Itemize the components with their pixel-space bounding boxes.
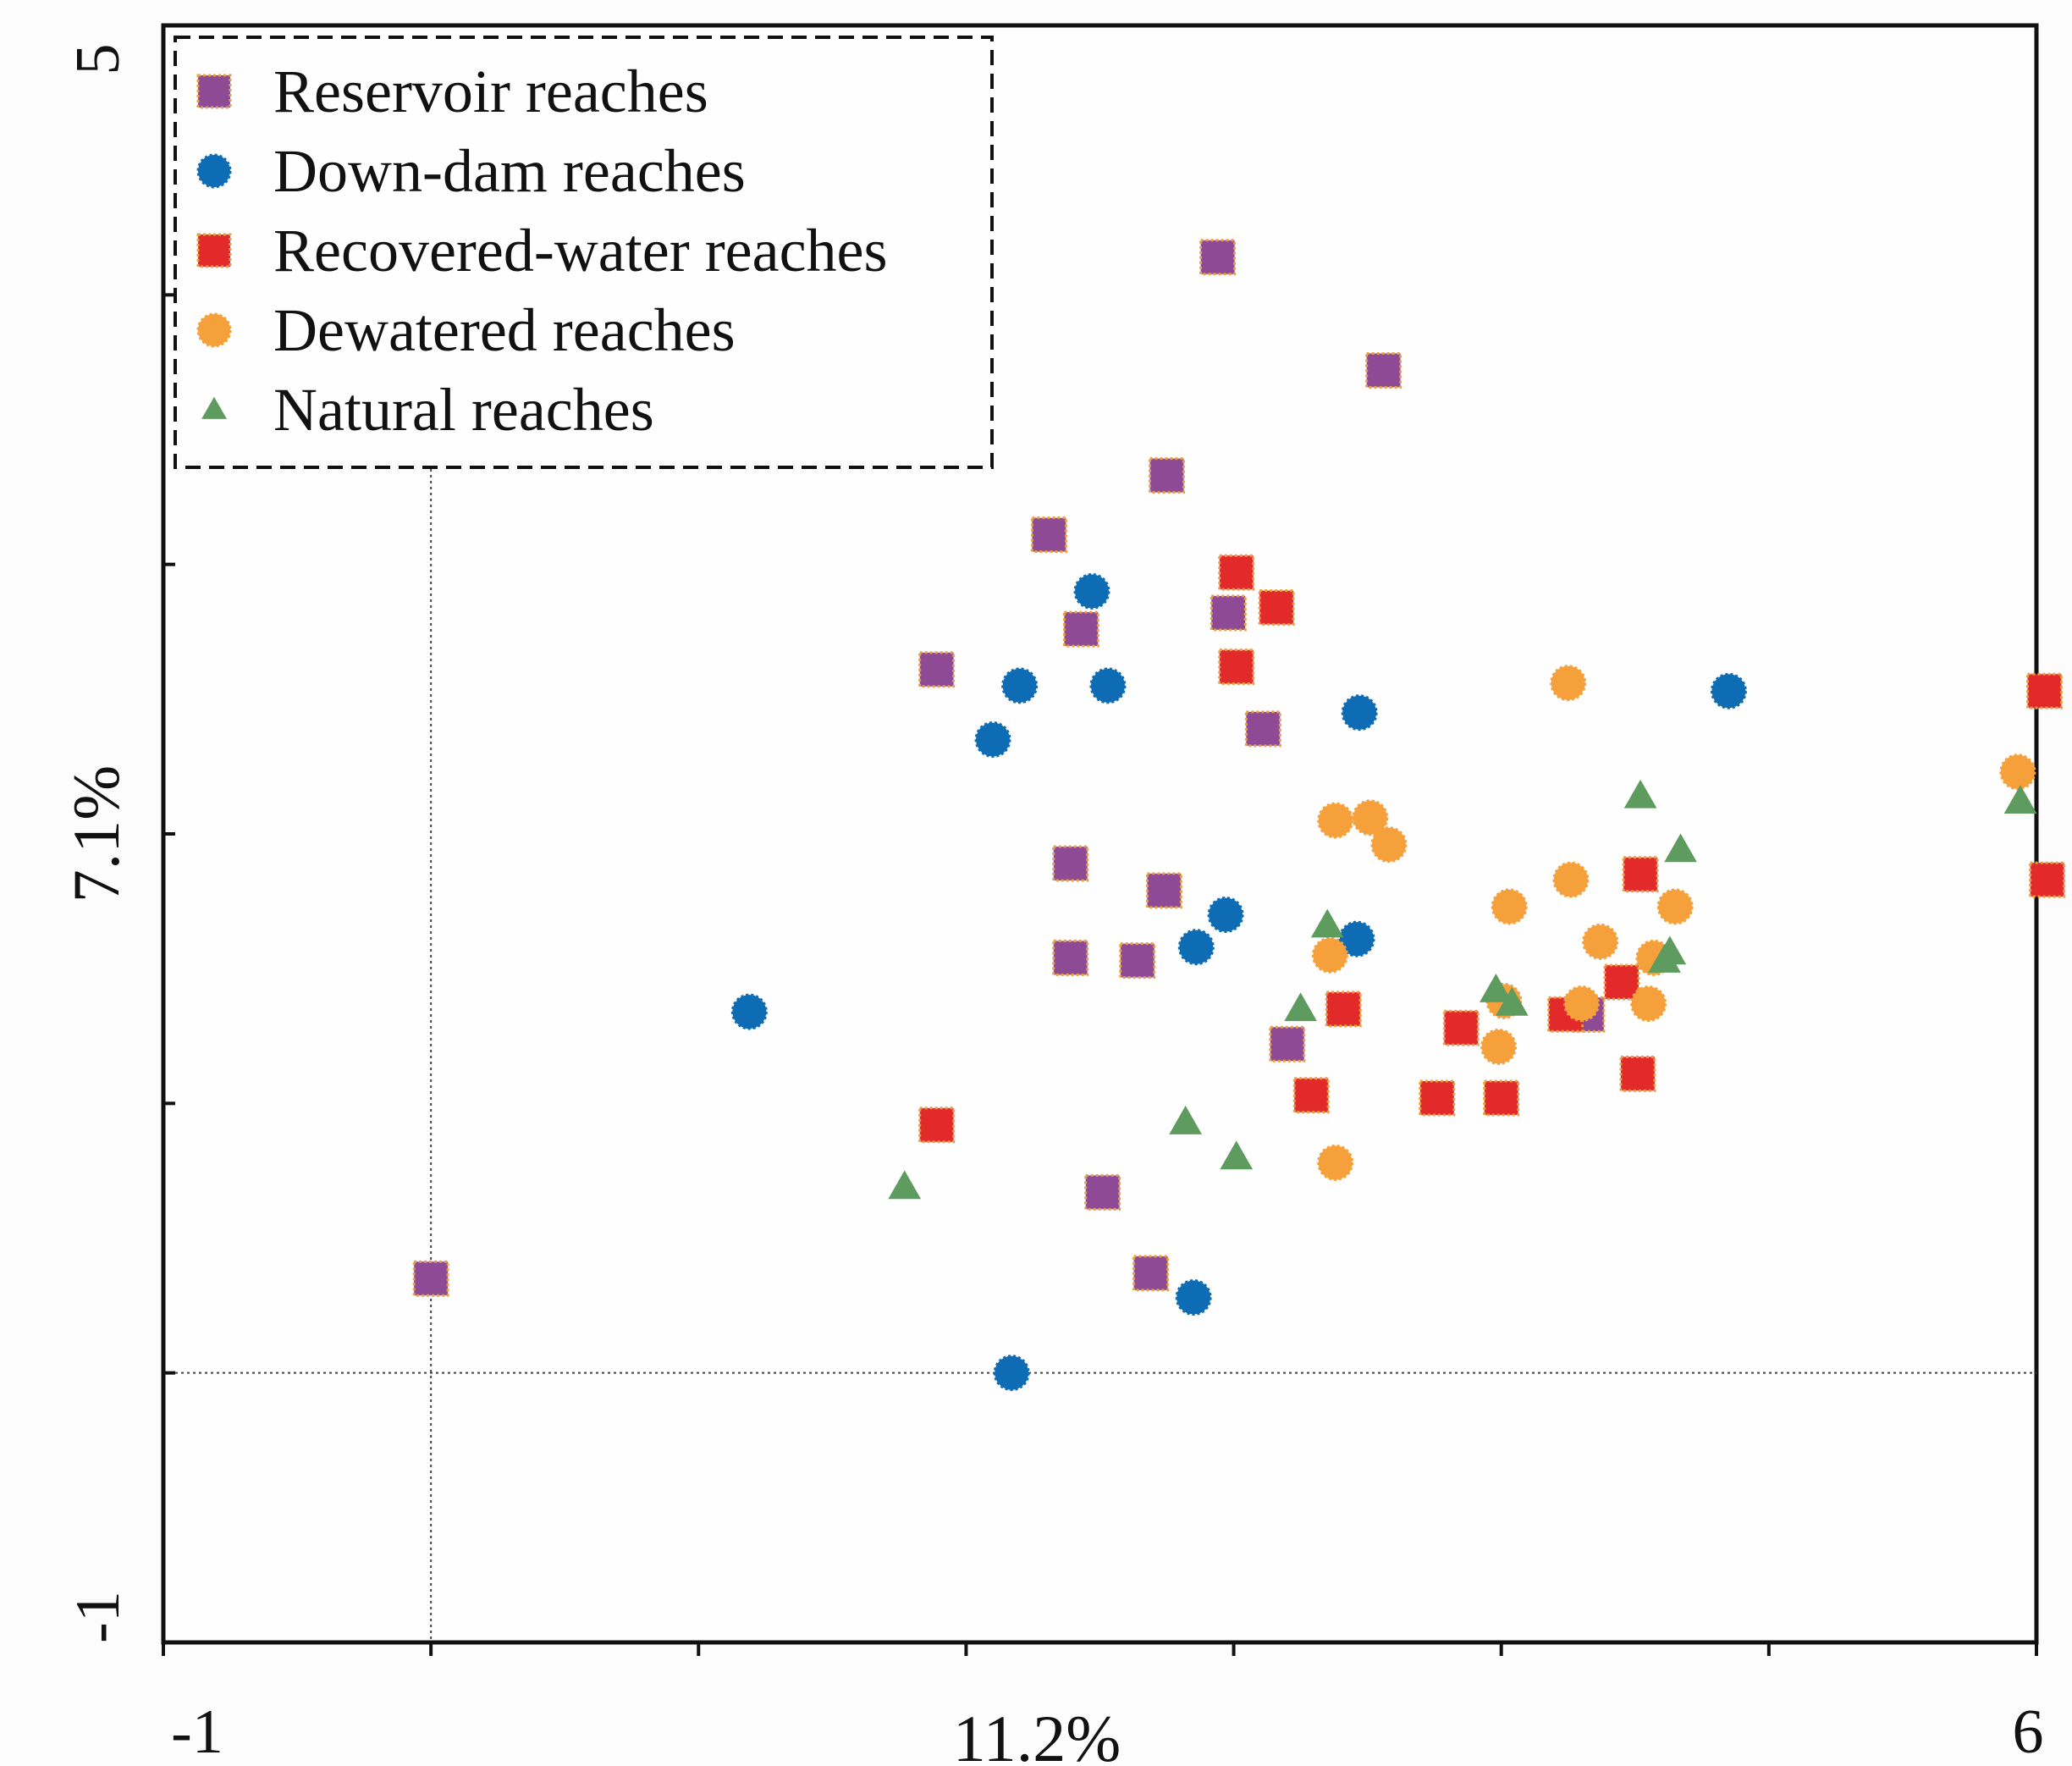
data-point — [1630, 985, 1667, 1023]
data-point — [1480, 1028, 1518, 1065]
data-point — [1582, 923, 1619, 960]
x-tick-label-max: 6 — [2013, 1697, 2044, 1766]
data-point — [1244, 710, 1281, 748]
data-point — [1563, 985, 1601, 1023]
legend-label: Down-dam reaches — [273, 137, 746, 205]
legend-box — [174, 36, 994, 469]
series-1 — [730, 573, 1747, 1392]
data-point — [1352, 799, 1389, 836]
data-point — [993, 1355, 1030, 1392]
data-point — [1483, 1079, 1520, 1117]
data-point — [1220, 1140, 1254, 1170]
legend-marker — [196, 233, 232, 268]
data-point — [1210, 594, 1247, 632]
data-point — [1710, 672, 1747, 709]
data-point — [1664, 833, 1697, 863]
legend-label: Recovered-water reaches — [273, 217, 888, 284]
data-point — [1341, 694, 1378, 731]
data-point — [1001, 667, 1039, 704]
data-point — [918, 1107, 956, 1144]
data-point — [1084, 1173, 1121, 1211]
data-point — [1089, 667, 1127, 704]
y-axis-label: 7.1% — [59, 765, 133, 902]
data-point — [1419, 1079, 1456, 1117]
data-point — [1175, 1279, 1212, 1316]
data-point — [1317, 802, 1354, 839]
legend-label: Natural reaches — [273, 376, 654, 444]
data-point — [412, 1260, 449, 1297]
data-points — [412, 239, 2066, 1392]
data-point — [888, 1170, 922, 1200]
data-point — [1169, 1106, 1202, 1134]
data-point — [1491, 888, 1528, 925]
data-point — [1999, 753, 2036, 791]
data-point — [1258, 589, 1295, 626]
data-point — [1310, 908, 1344, 938]
legend-marker — [196, 312, 232, 348]
data-point — [1619, 1055, 1656, 1092]
data-point — [1603, 963, 1640, 1001]
legend-label: Dewatered reaches — [273, 296, 736, 364]
data-point — [2003, 785, 2037, 814]
data-point — [1442, 1009, 1480, 1046]
data-point — [1648, 944, 1681, 973]
data-point — [1052, 845, 1089, 882]
data-point — [1365, 351, 1402, 389]
x-axis-label: 11.2% — [953, 1702, 1121, 1766]
data-point — [1177, 929, 1215, 966]
data-point — [1550, 665, 1587, 702]
legend-marker — [201, 396, 227, 419]
x-tick-label-min: -1 — [171, 1697, 223, 1766]
data-point — [1062, 610, 1099, 648]
data-point — [1284, 992, 1317, 1022]
data-point — [974, 721, 1011, 759]
data-point — [1623, 779, 1657, 808]
data-point — [1370, 826, 1408, 864]
data-point — [1199, 239, 1237, 276]
data-point — [1311, 936, 1348, 974]
data-point — [730, 993, 768, 1030]
data-point — [1119, 942, 1156, 980]
data-point — [1052, 939, 1089, 976]
data-point — [1496, 986, 1529, 1016]
data-point — [1030, 516, 1067, 554]
legend-label: Reservoir reaches — [273, 58, 708, 125]
data-point — [1656, 888, 1694, 925]
data-point — [1149, 457, 1186, 494]
data-point — [1218, 648, 1255, 686]
data-point — [1207, 897, 1244, 933]
data-point — [1338, 920, 1375, 958]
data-point — [1292, 1077, 1330, 1114]
data-point — [1073, 573, 1110, 610]
data-point — [1218, 554, 1255, 591]
series-4 — [888, 779, 2037, 1200]
data-point — [2029, 861, 2066, 898]
y-tick-label-max: 5 — [63, 44, 133, 75]
data-point — [1325, 991, 1362, 1028]
data-point — [1145, 872, 1182, 909]
data-point — [918, 651, 956, 688]
series-0 — [412, 239, 1606, 1297]
data-point — [2025, 672, 2063, 709]
series-2 — [918, 554, 2066, 1144]
data-point — [1317, 1144, 1354, 1181]
legend-marker — [196, 153, 232, 189]
legend-marker — [196, 74, 232, 109]
y-tick-label-min: -1 — [63, 1591, 133, 1643]
data-point — [1269, 1025, 1306, 1062]
data-point — [1552, 861, 1590, 898]
data-point — [1480, 974, 1513, 1002]
data-point — [1622, 856, 1659, 893]
legend: Reservoir reaches Down-dam reaches Recover… — [174, 36, 994, 469]
data-point — [1132, 1255, 1170, 1292]
axis-ticks — [162, 24, 2038, 1656]
